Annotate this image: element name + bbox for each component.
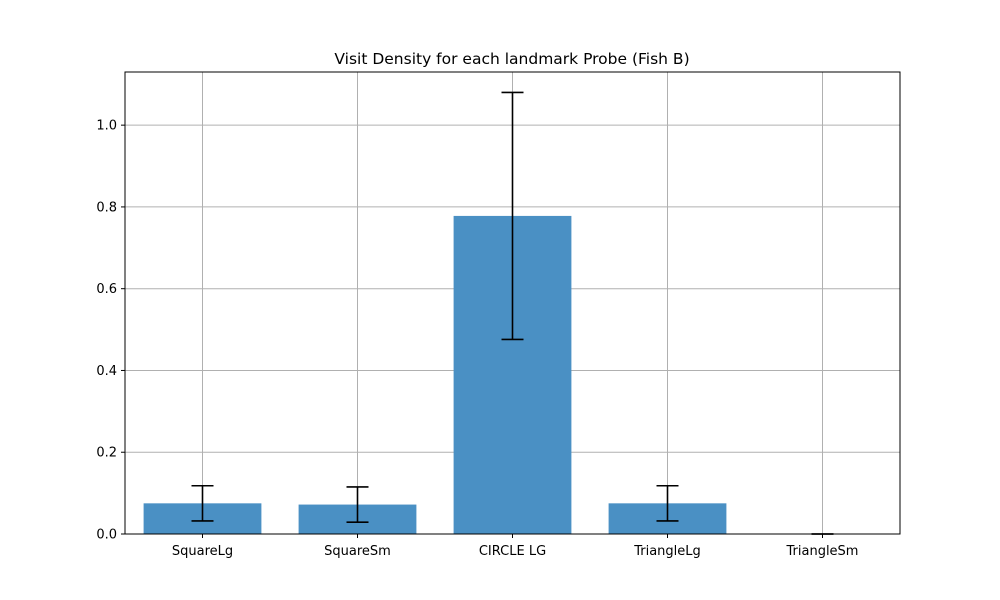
y-tick-label: 1.0 <box>96 119 117 134</box>
y-tick-label: 0.4 <box>96 364 117 379</box>
y-tick-label: 0.6 <box>96 282 117 297</box>
error-bars <box>191 91 834 535</box>
x-axis: SquareLg SquareSm CIRCLE LG TriangleLg Trian… <box>172 534 859 559</box>
x-tick-label: SquareSm <box>324 544 391 559</box>
x-tick-label: SquareLg <box>172 544 233 559</box>
x-tick-label: TriangleSm <box>786 544 859 559</box>
y-tick-label: 0.0 <box>96 528 117 543</box>
y-tick-label: 0.8 <box>96 200 117 215</box>
x-tick-label: CIRCLE LG <box>479 544 546 559</box>
bars <box>143 215 727 534</box>
y-axis: 0.0 0.2 0.4 0.6 0.8 1.0 <box>96 119 125 543</box>
x-tick-label: TriangleLg <box>633 544 701 559</box>
y-tick-label: 0.2 <box>96 446 117 461</box>
chart-title: Visit Density for each landmark Probe (F… <box>334 50 689 68</box>
